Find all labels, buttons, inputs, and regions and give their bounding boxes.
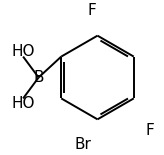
Text: F: F [146, 124, 155, 138]
Text: HO: HO [11, 96, 35, 111]
Text: HO: HO [11, 44, 35, 59]
Text: B: B [33, 70, 44, 85]
Text: F: F [88, 3, 96, 18]
Text: Br: Br [74, 137, 91, 152]
